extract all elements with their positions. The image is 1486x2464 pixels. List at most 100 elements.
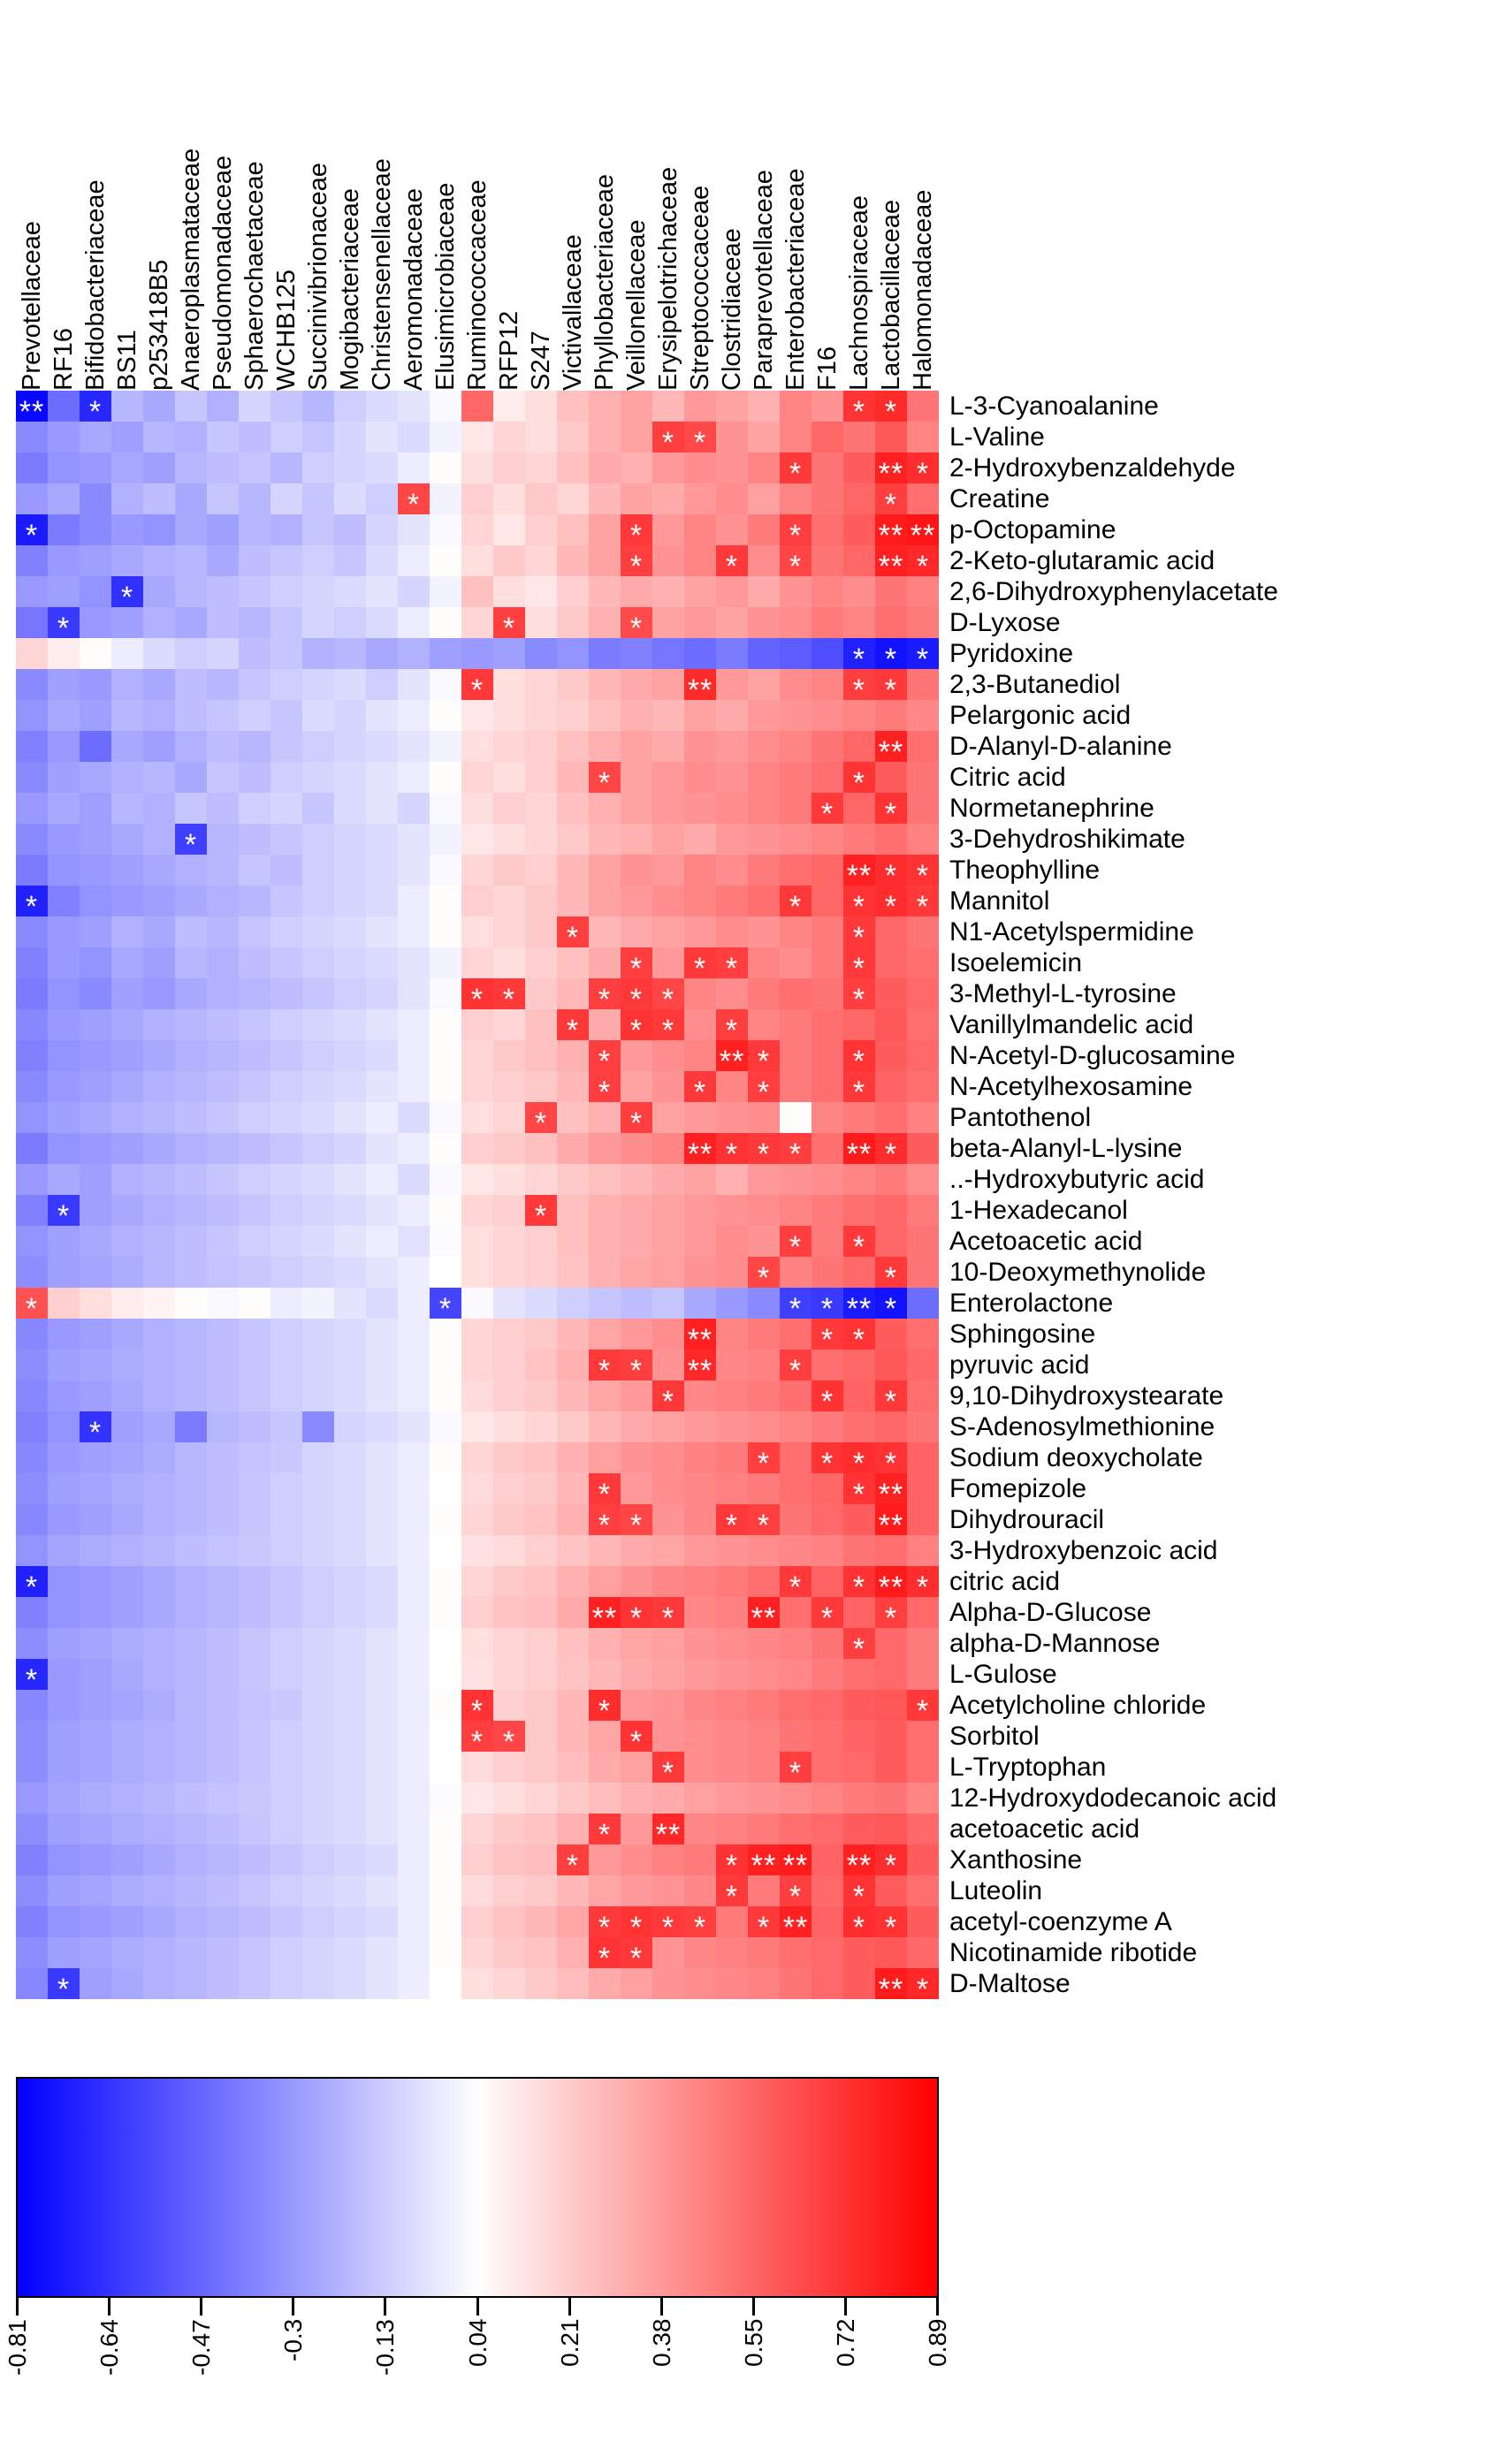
heatmap-cell <box>780 700 812 731</box>
significance-marker: * <box>884 1447 898 1480</box>
heatmap-cell <box>557 452 589 483</box>
heatmap-cell <box>16 1102 48 1133</box>
heatmap-cell <box>175 731 207 762</box>
significance-marker: * <box>789 1137 803 1171</box>
heatmap-cell <box>812 1226 843 1257</box>
heatmap-cell <box>366 1906 398 1937</box>
heatmap-cell <box>143 1844 175 1875</box>
heatmap-cell <box>907 1411 939 1442</box>
heatmap-cell <box>302 1875 334 1906</box>
heatmap-cell <box>207 947 239 978</box>
heatmap-cell <box>271 1164 302 1195</box>
heatmap-cell <box>48 731 80 762</box>
heatmap-cell <box>430 1814 461 1844</box>
heatmap-cell <box>589 947 621 978</box>
heatmap-cell: ** <box>875 452 907 490</box>
heatmap-cell <box>589 576 621 607</box>
heatmap-cell <box>493 1164 525 1195</box>
heatmap-cell <box>271 669 302 700</box>
heatmap-cell <box>48 1071 80 1102</box>
significance-marker: * <box>629 1942 644 1975</box>
significance-marker: * <box>25 1570 39 1604</box>
heatmap-cell <box>812 1937 843 1968</box>
heatmap-cell <box>207 1164 239 1195</box>
colorbar-tick-label: -0.64 <box>95 2319 124 2376</box>
heatmap-cell <box>684 545 716 576</box>
heatmap-cell <box>239 576 271 607</box>
heatmap-cell <box>175 669 207 700</box>
heatmap-cell: ** <box>16 391 48 428</box>
heatmap-cell <box>812 1164 843 1195</box>
heatmap-cell: * <box>80 1411 111 1449</box>
heatmap-cell <box>48 1659 80 1690</box>
heatmap-cell <box>621 1288 652 1319</box>
heatmap-cell <box>366 1195 398 1226</box>
heatmap-cell <box>461 1597 493 1628</box>
heatmap-cell <box>239 1133 271 1164</box>
heatmap-cell <box>907 1442 939 1473</box>
heatmap-cell <box>302 855 334 886</box>
heatmap-cell <box>493 669 525 700</box>
heatmap-cell <box>461 793 493 824</box>
heatmap-cell: * <box>812 1442 843 1479</box>
row-label: alpha-D-Mannose <box>949 1629 1161 1658</box>
significance-marker: * <box>661 1756 675 1790</box>
heatmap-cell <box>875 700 907 731</box>
heatmap-cell <box>716 483 748 514</box>
heatmap-cell <box>175 1628 207 1659</box>
heatmap-cell <box>684 452 716 483</box>
heatmap-cell: * <box>589 1937 621 1974</box>
heatmap-cell <box>780 947 812 978</box>
heatmap-cell <box>907 1195 939 1226</box>
heatmap-cell <box>366 1721 398 1752</box>
heatmap-cell <box>111 1690 143 1721</box>
heatmap-cell <box>812 978 843 1009</box>
row-label: D-Alanyl-D-alanine <box>949 732 1172 761</box>
heatmap-cell <box>80 483 111 514</box>
heatmap-cell <box>652 947 684 978</box>
heatmap-cell <box>557 1380 589 1411</box>
column-label: Clostridiaceae <box>718 228 746 391</box>
heatmap-cell <box>175 1442 207 1473</box>
heatmap-cell <box>80 1690 111 1721</box>
heatmap-cell <box>207 1319 239 1350</box>
heatmap-cell <box>366 855 398 886</box>
heatmap-cell <box>302 947 334 978</box>
heatmap-cell: * <box>843 1040 875 1077</box>
heatmap-cell <box>271 452 302 483</box>
heatmap-cell <box>716 855 748 886</box>
heatmap-cell <box>271 947 302 978</box>
heatmap-cell <box>239 669 271 700</box>
column-label: F16 <box>813 346 842 391</box>
heatmap-cell <box>16 947 48 978</box>
heatmap-cell <box>493 1473 525 1504</box>
heatmap-cell <box>111 391 143 422</box>
heatmap-cell <box>271 1133 302 1164</box>
heatmap-cell <box>302 483 334 514</box>
significance-marker: * <box>852 1632 866 1666</box>
heatmap-cell <box>143 483 175 514</box>
heatmap-cell <box>557 607 589 638</box>
heatmap-cell <box>16 1411 48 1442</box>
heatmap-cell <box>748 793 780 824</box>
significance-marker: * <box>916 859 930 893</box>
significance-marker: * <box>661 1911 675 1944</box>
heatmap-cell <box>239 1257 271 1288</box>
significance-marker: * <box>598 1045 612 1078</box>
heatmap-cell <box>16 700 48 731</box>
heatmap-cell <box>80 1752 111 1783</box>
heatmap-cell: ** <box>780 1906 812 1943</box>
heatmap-cell <box>812 947 843 978</box>
heatmap-cell <box>875 1195 907 1226</box>
significance-marker: * <box>852 1911 866 1944</box>
heatmap-cell <box>621 1442 652 1473</box>
row-label: Citric acid <box>949 763 1066 792</box>
heatmap-cell: ** <box>875 545 907 582</box>
heatmap-cell <box>334 391 366 422</box>
heatmap-cell <box>398 1350 430 1380</box>
heatmap-cell <box>111 1257 143 1288</box>
heatmap-cell <box>366 1875 398 1906</box>
heatmap-cell <box>334 638 366 669</box>
heatmap-cell <box>334 1844 366 1875</box>
heatmap-cell <box>493 483 525 514</box>
